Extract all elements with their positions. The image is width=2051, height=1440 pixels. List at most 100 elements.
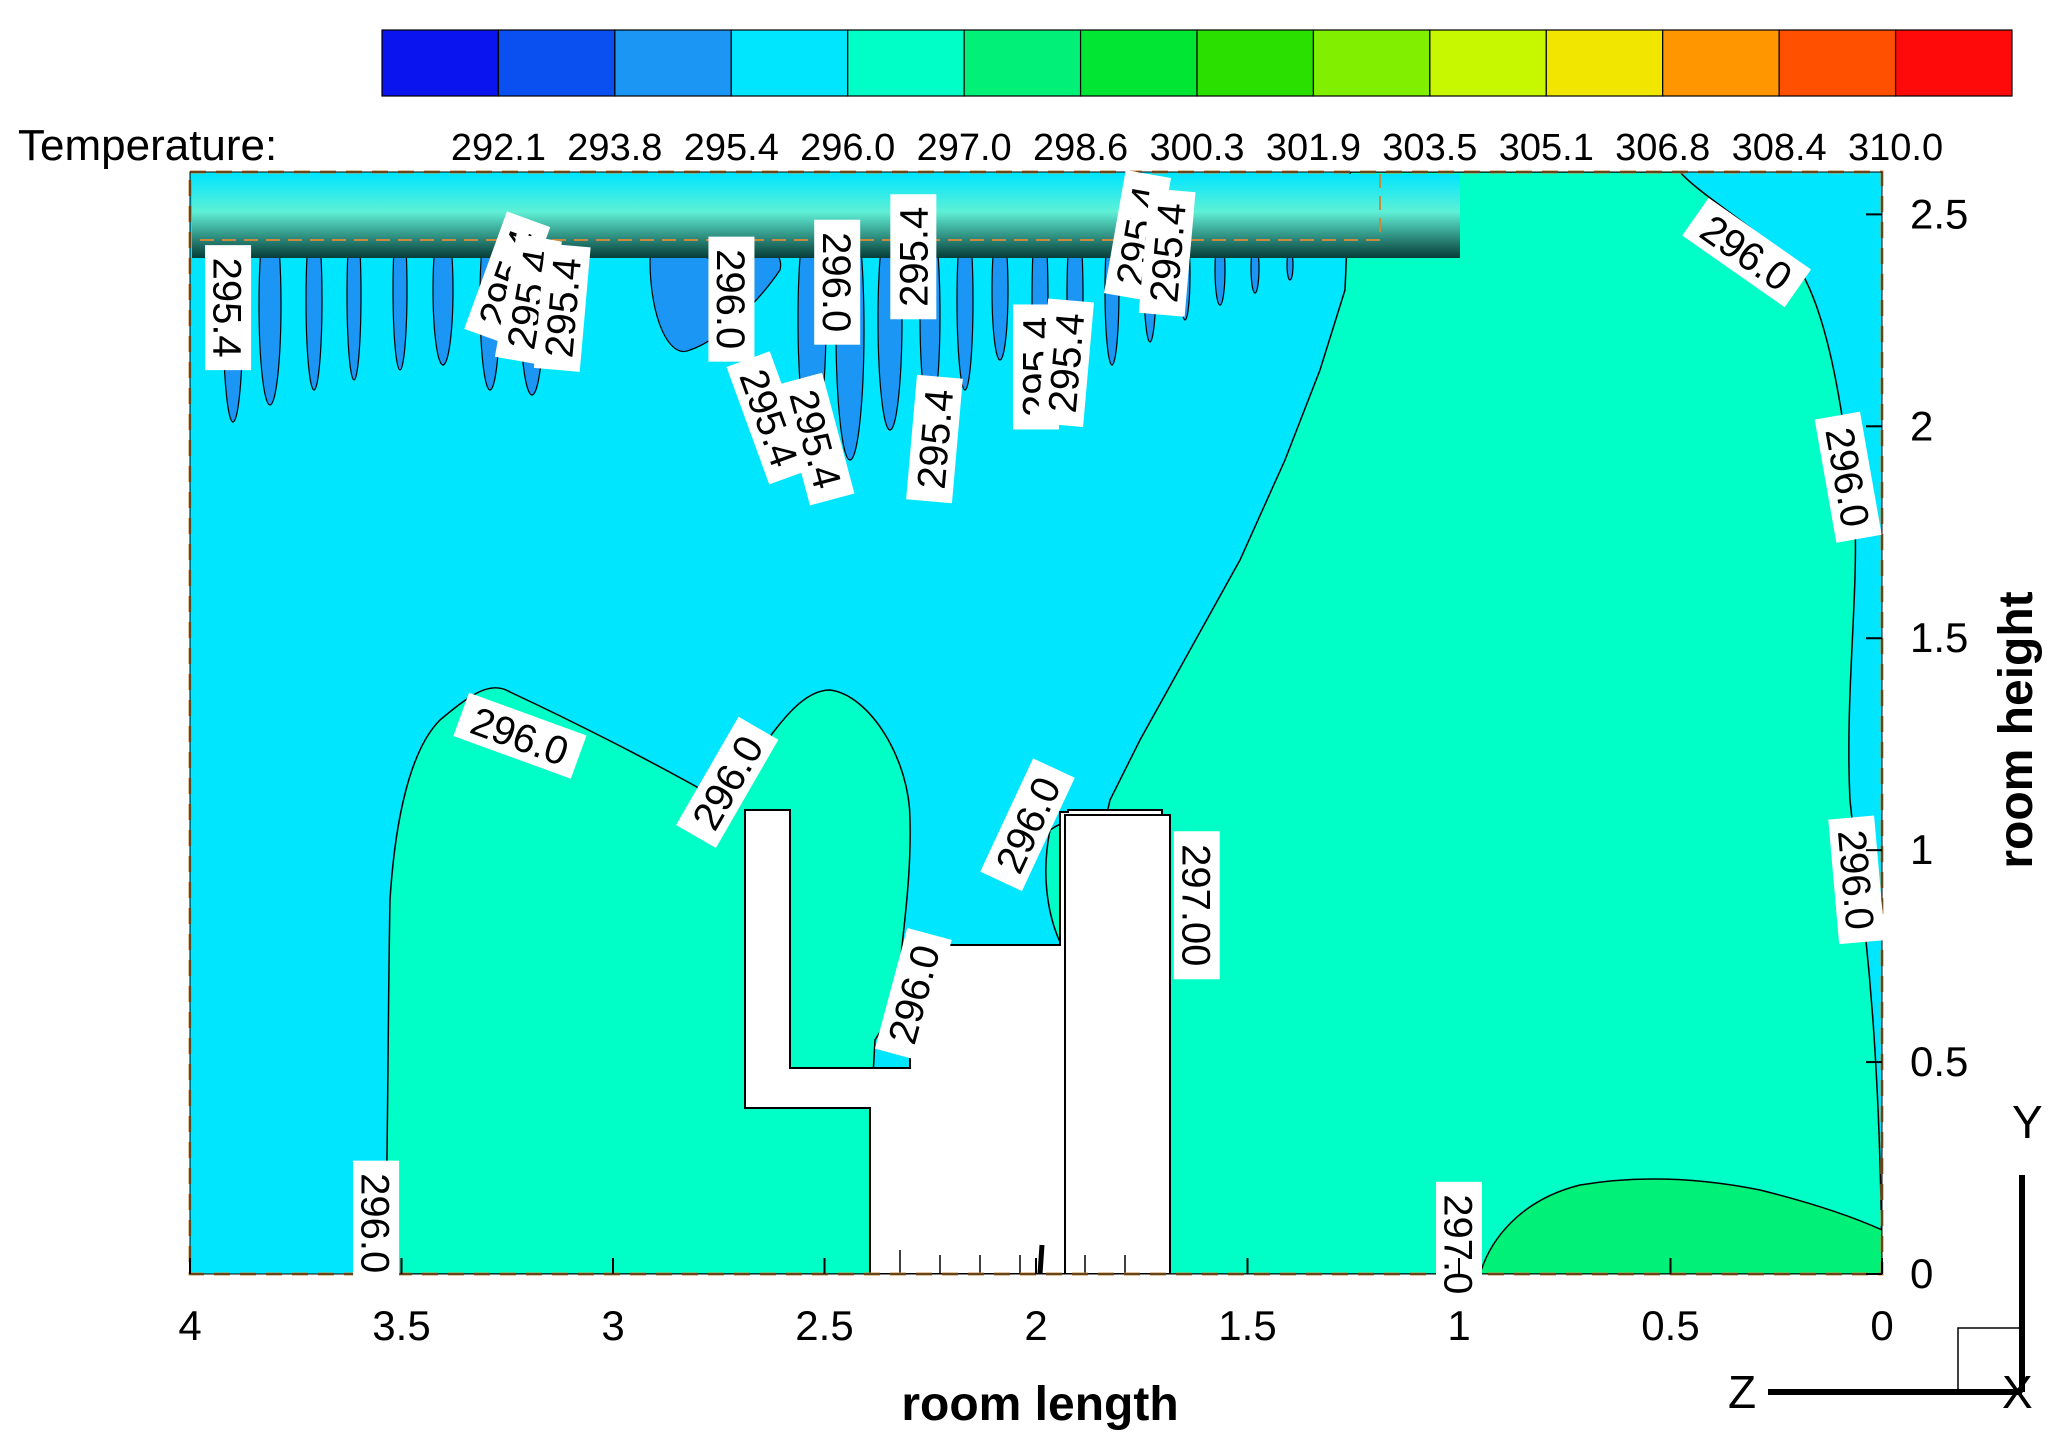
- contour-label-text: 295.4: [205, 258, 249, 358]
- contour-label-box: [980, 758, 1075, 892]
- colorbar-level-label: 298.6: [1033, 127, 1128, 169]
- contour-label: 295.4: [1037, 298, 1094, 427]
- x-tick-label: 0: [1870, 1302, 1893, 1349]
- x-tick-label: 3.5: [372, 1302, 430, 1349]
- contour-label: 296.0: [708, 236, 755, 362]
- ceiling-duct-dashed-outline: [200, 174, 1381, 241]
- colorbar-swatch-2: [614, 29, 732, 97]
- x-axis-label: room length: [901, 1378, 1178, 1431]
- contour-label: 297.00: [1173, 831, 1220, 980]
- occupant-obstacle-right-block: [1064, 814, 1171, 1274]
- contour-label: 296.0: [814, 219, 861, 345]
- contour-label-text: 296.0: [708, 249, 752, 349]
- x-tick-label: 1.5: [1218, 1302, 1276, 1349]
- y-tick-label: 1.5: [1910, 614, 1968, 661]
- colorbar-swatch-9: [1429, 29, 1547, 97]
- contour-label-box: [205, 245, 252, 371]
- contour-label: 295.4: [1138, 188, 1196, 317]
- x-axis-ticks: 4 3.5 3 2.5 2 1.5 1 0.5 0: [178, 1258, 1894, 1349]
- contour-label-box: [1138, 188, 1196, 317]
- contour-label: 295.4: [906, 374, 963, 504]
- colorbar-level-label: 310.0: [1848, 127, 1943, 169]
- colorbar-level-labels: 292.1 293.8 295.4 296.0 297.0 298.6 300.3 301.9…: [451, 127, 1943, 169]
- y-tick-label: 0.5: [1910, 1038, 1968, 1085]
- axis-triad: Y Z X: [1728, 1096, 2043, 1418]
- y-tick-label: 0: [1910, 1250, 1933, 1297]
- contour-label: 296.0: [353, 1160, 400, 1286]
- colorbar: [381, 29, 2013, 97]
- contour-label-text: 295.4: [910, 387, 963, 491]
- colorbar-swatch-10: [1545, 29, 1664, 97]
- x-tick-label: 0.5: [1641, 1302, 1699, 1349]
- triad-z-label: Z: [1728, 1366, 1756, 1418]
- contour-label-box: [1814, 411, 1882, 543]
- colorbar-level-label: 301.9: [1266, 127, 1361, 169]
- contour-label-box: [1037, 298, 1094, 427]
- contour-label-box: [814, 219, 861, 345]
- colorbar-swatch-4: [847, 29, 965, 97]
- x-tick-label: 1: [1447, 1302, 1470, 1349]
- contour-label-box: [453, 692, 587, 779]
- y-axis-label: room height: [1990, 591, 2043, 868]
- occupant-obstacle: [744, 809, 1163, 1274]
- colorbar-swatch-0: [381, 29, 500, 97]
- colorbar-level-label: 297.0: [917, 127, 1012, 169]
- colorbar-level-label: 295.4: [684, 127, 779, 169]
- contour-label-text: 297.00: [1173, 844, 1217, 966]
- contour-label-text: 295.4: [537, 256, 590, 360]
- colorbar-level-label: 300.3: [1149, 127, 1244, 169]
- contour-label-text: 296.0: [814, 232, 858, 332]
- colorbar-swatch-6: [1079, 29, 1198, 97]
- x-tick-label: 3: [601, 1302, 624, 1349]
- colorbar-level-label: 296.0: [800, 127, 895, 169]
- contour-label-box: [353, 1160, 400, 1286]
- x-tick-label: 2: [1024, 1302, 1047, 1349]
- contour-label-box: [1436, 1181, 1482, 1307]
- triad-x-label: X: [2002, 1366, 2033, 1418]
- contour-label-box: [874, 927, 952, 1061]
- floor-grid-ticks: [899, 1244, 1126, 1274]
- contour-label-box: [676, 716, 779, 848]
- y-axis-ticks: 0 0.5 1 1.5 2 2.5: [1866, 190, 1968, 1297]
- colorbar-swatch-7: [1196, 29, 1315, 97]
- contour-label-box: [1828, 815, 1885, 945]
- contour-label-text: 296.0: [353, 1173, 397, 1273]
- contour-label: 295.4: [533, 243, 591, 372]
- contour-label-text: 297.0: [1436, 1194, 1480, 1294]
- colorbar-level-label: 305.1: [1499, 127, 1594, 169]
- x-tick-label: 4: [178, 1302, 201, 1349]
- colorbar-level-label: 303.5: [1382, 127, 1477, 169]
- contour-label: 296.0: [1828, 815, 1885, 945]
- colorbar-title: Temperature:: [18, 121, 277, 170]
- x-tick-label: 2.5: [795, 1302, 853, 1349]
- colorbar-level-label: 308.4: [1732, 127, 1827, 169]
- contour-label-text: 295.4: [893, 207, 937, 307]
- region-298-6-floor-heater-zone: [1479, 1178, 1882, 1274]
- contour-label: 295.4: [205, 245, 252, 371]
- contour-label-text: 295.4: [1142, 201, 1195, 305]
- colorbar-swatch-5: [963, 29, 1082, 97]
- colorbar-level-label: 306.8: [1615, 127, 1710, 169]
- contour-label-box: [1173, 831, 1220, 980]
- contour-label-box: [890, 194, 937, 320]
- colorbar-level-label: 293.8: [567, 127, 662, 169]
- contour-label-box: [1682, 197, 1812, 308]
- colorbar-swatch-11: [1662, 29, 1780, 97]
- contour-label-box: [726, 351, 813, 485]
- y-tick-label: 2.5: [1910, 190, 1968, 237]
- colorbar-swatch-8: [1312, 29, 1431, 97]
- colorbar-swatch-3: [730, 29, 849, 97]
- contour-label-text: 296.0: [1829, 828, 1882, 932]
- contour-label: 295.4: [890, 194, 937, 320]
- colorbar-swatch-12: [1778, 29, 1897, 97]
- colorbar-swatch-13: [1894, 29, 2013, 97]
- colorbar-swatch-1: [497, 29, 616, 97]
- contour-label-box: [708, 236, 755, 362]
- contour-label-box: [906, 374, 963, 504]
- contour-label-box: [777, 372, 855, 506]
- contour-label: 297.0: [1436, 1181, 1482, 1307]
- colorbar-level-label: 292.1: [451, 127, 546, 169]
- region-297-0-left-warm-zone: [384, 687, 911, 1274]
- y-tick-label: 2: [1910, 402, 1933, 449]
